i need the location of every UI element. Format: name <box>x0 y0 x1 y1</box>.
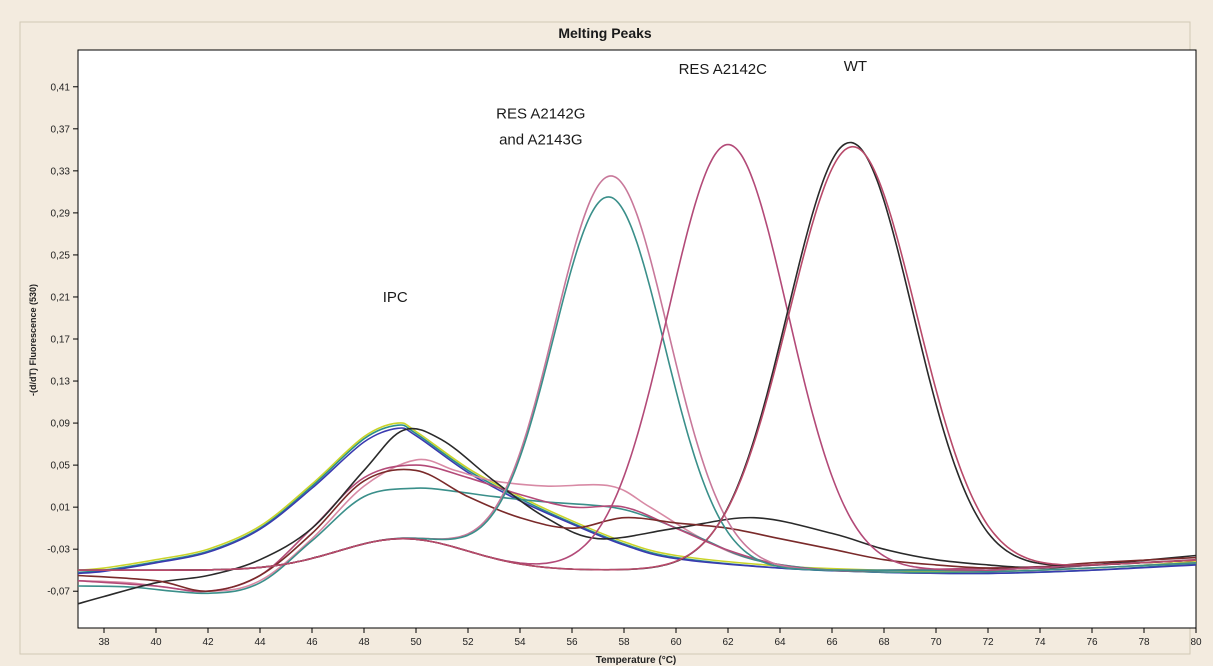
x-tick-label: 46 <box>306 637 318 648</box>
x-tick-label: 44 <box>254 637 266 648</box>
plot-area <box>77 49 1197 629</box>
y-tick-label: 0,33 <box>51 166 71 177</box>
annotation-label: WT <box>844 58 867 75</box>
x-tick-label: 52 <box>462 637 474 648</box>
x-tick-label: 64 <box>774 637 786 648</box>
y-tick-label: -0,03 <box>47 545 70 556</box>
chart-title: Melting Peaks <box>558 25 652 41</box>
x-tick-label: 80 <box>1190 637 1202 648</box>
series-layer <box>77 141 1197 605</box>
annotation-label: RES A2142C <box>679 61 768 78</box>
y-axis-label: -(d/dT) Fluorescence (530) <box>28 284 38 396</box>
x-tick-label: 38 <box>98 637 110 648</box>
axes-layer: 38 40 42 44 46 48 50 52 54 56 58 60 62 64 66 68 70 72 74 76… <box>47 82 1202 648</box>
y-tick-label: 0,17 <box>51 335 71 346</box>
y-tick-label: 0,25 <box>51 250 71 261</box>
x-tick-label: 62 <box>722 637 734 648</box>
x-tick-label: 54 <box>514 637 526 648</box>
y-tick-label: 0,37 <box>51 124 71 135</box>
x-tick-label: 70 <box>930 637 942 648</box>
x-tick-label: 72 <box>982 637 994 648</box>
y-tick-label: 0,29 <box>51 208 71 219</box>
annotation-label: RES A2142G <box>496 105 585 122</box>
y-tick-label: 0,21 <box>51 292 71 303</box>
y-tick-label: 0,01 <box>51 503 71 514</box>
x-tick-label: 74 <box>1034 637 1046 648</box>
x-tick-label: 78 <box>1138 637 1150 648</box>
series-line <box>78 145 1197 571</box>
x-axis-label: Temperature (°C) <box>596 655 677 666</box>
series-line <box>77 468 1197 593</box>
annotation-label: and A2143G <box>499 132 582 149</box>
x-tick-label: 40 <box>150 637 162 648</box>
x-tick-label: 76 <box>1086 637 1098 648</box>
x-tick-label: 60 <box>670 637 682 648</box>
y-tick-label: 0,05 <box>51 461 71 472</box>
x-tick-label: 50 <box>410 637 422 648</box>
annotation-layer: IPC RES A2142G and A2143G RES A2142C WT <box>383 58 867 306</box>
annotation-label: IPC <box>383 289 408 306</box>
x-tick-label: 56 <box>566 637 578 648</box>
x-tick-label: 42 <box>202 637 214 648</box>
x-tick-label: 58 <box>618 637 630 648</box>
y-tick-label: -0,07 <box>47 587 70 598</box>
x-tick-label: 66 <box>826 637 838 648</box>
x-tick-label: 68 <box>878 637 890 648</box>
y-tick-label: 0,41 <box>51 82 71 93</box>
y-tick-label: 0,09 <box>51 419 71 430</box>
y-tick-label: 0,13 <box>51 377 71 388</box>
x-tick-label: 48 <box>358 637 370 648</box>
